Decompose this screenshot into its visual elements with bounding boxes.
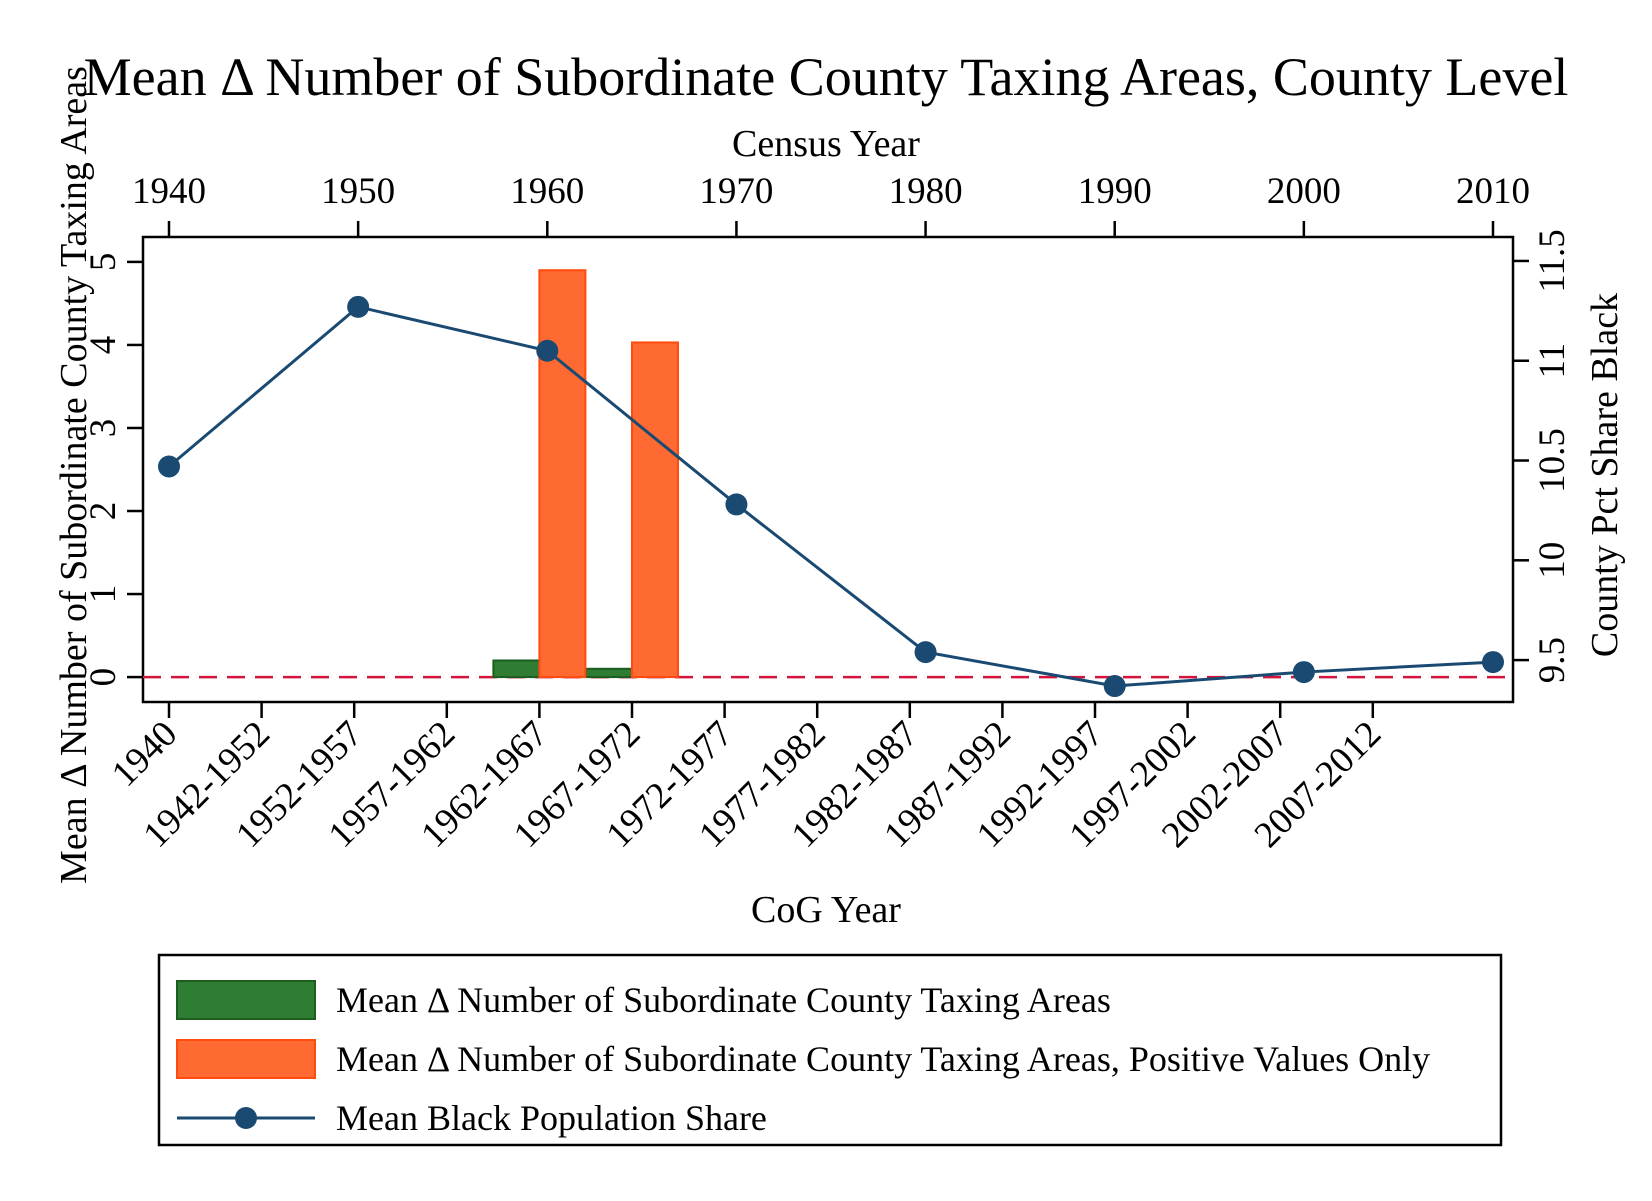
legend-box	[157, 953, 1503, 1147]
line-point	[1482, 651, 1504, 674]
legend-marker	[235, 1107, 257, 1129]
top-axis-tick-label: 1950	[321, 171, 395, 212]
left-axis-tick-label: 4	[83, 336, 124, 355]
bottom-axis-tick-label: 1940	[104, 713, 185, 794]
bar-mean-change-positive	[538, 269, 587, 679]
bar-mean-change-positive	[631, 341, 679, 679]
bar-mean-change	[585, 667, 633, 679]
plot-frame	[141, 235, 1515, 704]
line-point	[158, 455, 180, 478]
top-axis-tick-label: 1990	[1078, 171, 1152, 212]
legend-label: Mean Δ Number of Subordinate County Taxi…	[336, 980, 1111, 1020]
left-axis-tick-label: 0	[83, 668, 124, 687]
top-axis-tick-label: 1960	[510, 171, 584, 212]
line-point	[1292, 661, 1315, 684]
right-axis-tick-label: 11.5	[1532, 229, 1573, 292]
right-axis-tick-label: 9.5	[1532, 637, 1573, 683]
right-axis-tick-label: 10	[1532, 542, 1573, 579]
bar-mean-change	[492, 659, 541, 679]
line-point	[725, 493, 748, 516]
line-point	[536, 339, 559, 362]
top-axis-tick-label: 1970	[699, 171, 773, 212]
top-axis-tick-label: 1980	[889, 171, 963, 212]
legend-label: Mean Black Population Share	[336, 1098, 767, 1138]
top-axis-tick-label: 2000	[1267, 171, 1341, 212]
legend-swatch	[176, 1039, 316, 1079]
right-axis-title: County Pct Share Black	[1584, 293, 1626, 657]
line-point	[914, 641, 937, 664]
left-axis-title: Mean Δ Number of Subordinate County Taxi…	[53, 66, 95, 884]
legend: Mean Δ Number of Subordinate County Taxi…	[176, 980, 1430, 1138]
top-axis-tick-label: 1940	[132, 171, 206, 212]
top-axis-title: Census Year	[732, 123, 920, 165]
chart-marks: 1940 1950 1960 1970 1980 1990 2000 2010 0 1 2 3 4 5 9.…	[83, 171, 1573, 856]
bottom-axis-title: CoG Year	[751, 889, 901, 931]
left-axis-tick-label: 3	[83, 419, 124, 438]
right-axis-tick-label: 11	[1532, 343, 1573, 379]
top-axis-tick-label: 2010	[1456, 171, 1530, 212]
left-axis-tick-label: 1	[83, 585, 124, 604]
line-point	[1103, 675, 1126, 698]
left-axis-tick-label: 5	[83, 253, 124, 272]
left-axis-tick-label: 2	[83, 502, 124, 520]
legend-swatch	[176, 980, 316, 1020]
chart-title: Mean Δ Number of Subordinate County Taxi…	[84, 47, 1569, 107]
legend-label: Mean Δ Number of Subordinate County Taxi…	[336, 1039, 1430, 1079]
right-axis-tick-label: 10.5	[1532, 428, 1573, 493]
line-black-population-share	[168, 305, 1494, 688]
line-point	[347, 295, 370, 318]
